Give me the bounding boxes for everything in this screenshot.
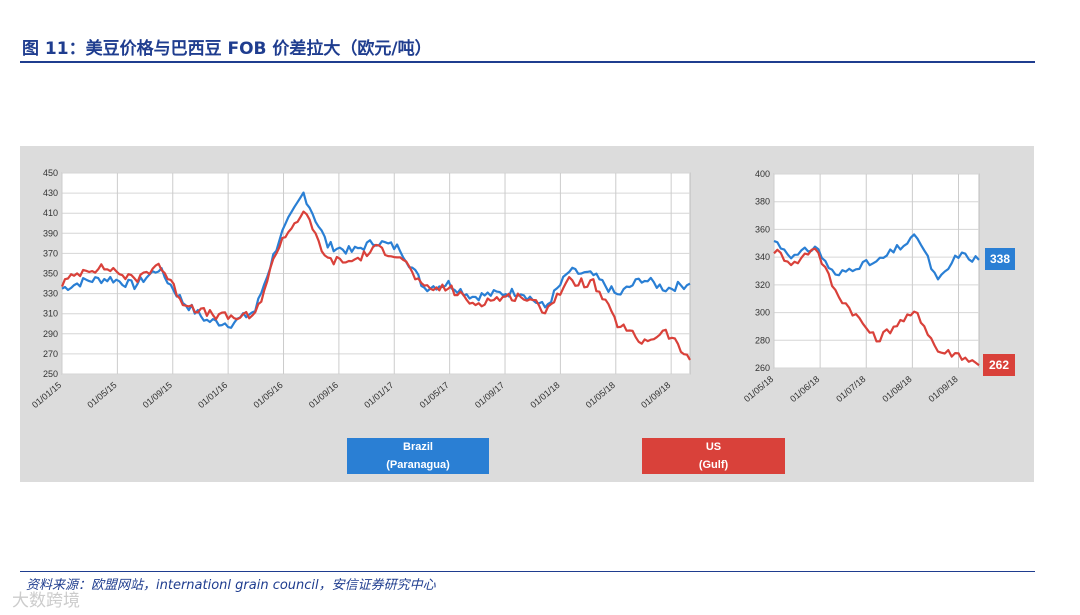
main-chart-ytick-2: 290 [43,329,58,339]
main-chart-ytick-4: 330 [43,289,58,299]
legend-us: US (Gulf) [642,438,785,474]
end-label-us: 262 [988,358,1010,372]
zoom-chart-xtick-1: 01/06/18 [788,374,821,404]
legend-us-line1: US [705,441,722,453]
zoom-chart-ytick-6: 380 [755,197,770,207]
main-chart-ytick-7: 390 [43,228,58,238]
zoom-chart-series-brazil [773,233,980,281]
end-label-us-bg [983,354,1015,376]
main-chart-ytick-8: 410 [43,208,58,218]
legend-brazil-line1: Brazil [403,441,433,453]
zoom-chart-ytick-1: 280 [755,335,770,345]
end-label-brazil-bg [985,248,1015,270]
footer-rule [20,571,1035,572]
main-chart-ytick-6: 370 [43,248,58,258]
main-chart-ytick-0: 250 [43,369,58,379]
chart-panel: 250 270 290 310 330 350 370 390 410 430 450 01/01/1… [20,146,1034,482]
main-chart-ytick-10: 450 [43,168,58,178]
main-chart-xtick-0: 01/01/15 [30,380,63,410]
main-chart-ytick-3: 310 [43,309,58,319]
figure-title: 图 11：美豆价格与巴西豆 FOB 价差拉大（欧元/吨） [22,39,432,59]
main-chart-series-us [60,210,691,361]
title-underline [20,61,1035,63]
zoom-chart-ytick-0: 260 [755,363,770,373]
zoom-chart-ytick-3: 320 [755,280,770,290]
legend-brazil-swatch [347,438,489,474]
end-label-brazil: 338 [989,252,1011,266]
charts-svg: 250 270 290 310 330 350 370 390 410 430 450 01/01/1… [30,168,1015,474]
main-chart-xtick-4: 01/05/16 [252,380,285,410]
main-chart-xtick-11: 01/09/18 [639,380,672,410]
zoom-chart-xtick-0: 01/05/18 [742,374,775,404]
zoom-chart-xtick-3: 01/08/18 [880,374,913,404]
zoom-chart-ytick-4: 340 [755,252,770,262]
legend-us-line2: (Gulf) [698,459,729,471]
main-chart-ytick-9: 430 [43,188,58,198]
main-chart-xtick-7: 01/05/17 [418,380,451,410]
zoom-chart-ytick-2: 300 [755,308,770,318]
main-chart-xtick-5: 01/09/16 [307,380,340,410]
main-chart-xtick-9: 01/01/18 [528,380,561,410]
legend-brazil-line2: (Paranagua) [386,459,450,471]
legend-brazil: Brazil (Paranagua) [347,438,489,474]
main-chart-ytick-5: 350 [43,269,58,279]
zoom-chart-xtick-4: 01/09/18 [927,374,960,404]
zoom-chart-xtick-2: 01/07/18 [834,374,867,404]
main-chart-xtick-8: 01/09/17 [473,380,506,410]
zoom-chart-series-us [773,247,980,367]
source-note: 资料来源：欧盟网站，internationl grain council，安信证… [26,578,436,593]
watermark: 大数跨境 [12,591,80,611]
zoom-chart-ytick-7: 400 [755,169,770,179]
main-chart-xtick-1: 01/05/15 [85,380,118,410]
main-chart-xtick-2: 01/09/15 [141,380,174,410]
main-chart-xtick-3: 01/01/16 [196,380,229,410]
zoom-chart-ytick-5: 360 [755,224,770,234]
main-chart-xtick-10: 01/05/18 [584,380,617,410]
legend-us-swatch [642,438,785,474]
main-chart-ytick-1: 270 [43,349,58,359]
main-chart-xtick-6: 01/01/17 [362,380,395,410]
